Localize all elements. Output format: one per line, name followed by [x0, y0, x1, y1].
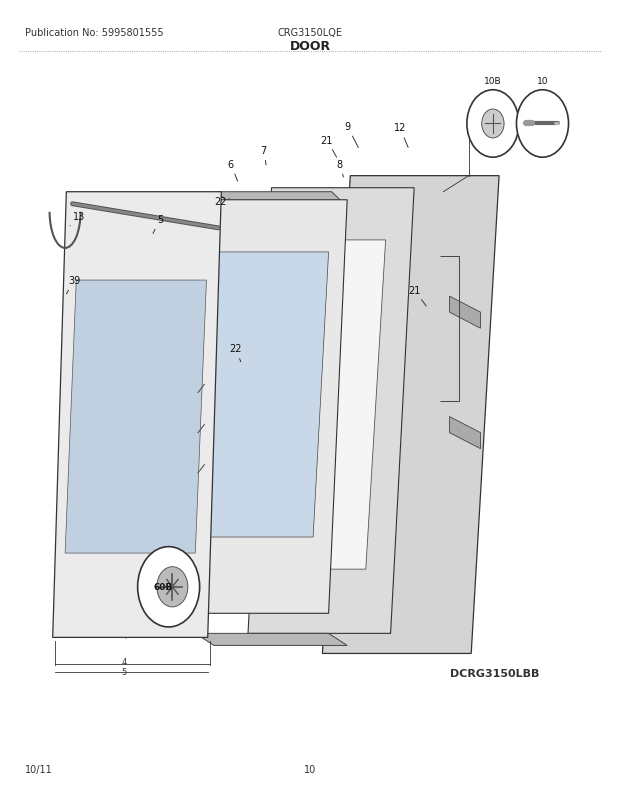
Text: 5: 5	[153, 215, 163, 234]
Text: 22: 22	[214, 197, 229, 207]
Polygon shape	[217, 192, 344, 205]
Text: 21: 21	[321, 136, 337, 158]
Text: 12: 12	[394, 124, 408, 148]
Text: 7: 7	[260, 146, 267, 166]
Text: 10/11: 10/11	[25, 764, 53, 774]
Text: 4: 4	[122, 657, 126, 666]
Text: 5: 5	[122, 667, 126, 677]
Polygon shape	[53, 192, 221, 638]
Polygon shape	[273, 241, 386, 569]
Polygon shape	[450, 417, 480, 449]
Text: 10B: 10B	[484, 77, 502, 86]
Text: DOOR: DOOR	[290, 40, 330, 53]
Text: 8: 8	[337, 160, 343, 178]
Text: 13: 13	[70, 212, 86, 226]
Text: 22: 22	[229, 344, 242, 363]
Polygon shape	[322, 176, 499, 654]
Polygon shape	[450, 297, 480, 329]
Text: eReplacementParts.com: eReplacementParts.com	[216, 394, 404, 408]
Text: CRG3150LQE: CRG3150LQE	[278, 28, 342, 38]
Polygon shape	[248, 188, 414, 634]
Polygon shape	[65, 281, 206, 553]
Text: 10: 10	[537, 77, 548, 86]
Circle shape	[467, 91, 519, 158]
Circle shape	[157, 567, 188, 607]
Polygon shape	[183, 200, 347, 614]
Text: DCRG3150LBB: DCRG3150LBB	[450, 668, 539, 678]
Polygon shape	[195, 253, 329, 537]
Text: 10: 10	[304, 764, 316, 774]
Circle shape	[138, 547, 200, 627]
Text: 39: 39	[66, 276, 81, 294]
Text: 60B: 60B	[153, 582, 173, 592]
Text: 9: 9	[344, 122, 358, 148]
Polygon shape	[195, 634, 347, 646]
Circle shape	[516, 91, 569, 158]
Text: 6: 6	[228, 160, 237, 182]
Text: 21: 21	[408, 286, 426, 306]
Text: Publication No: 5995801555: Publication No: 5995801555	[25, 28, 164, 38]
Circle shape	[482, 110, 504, 139]
